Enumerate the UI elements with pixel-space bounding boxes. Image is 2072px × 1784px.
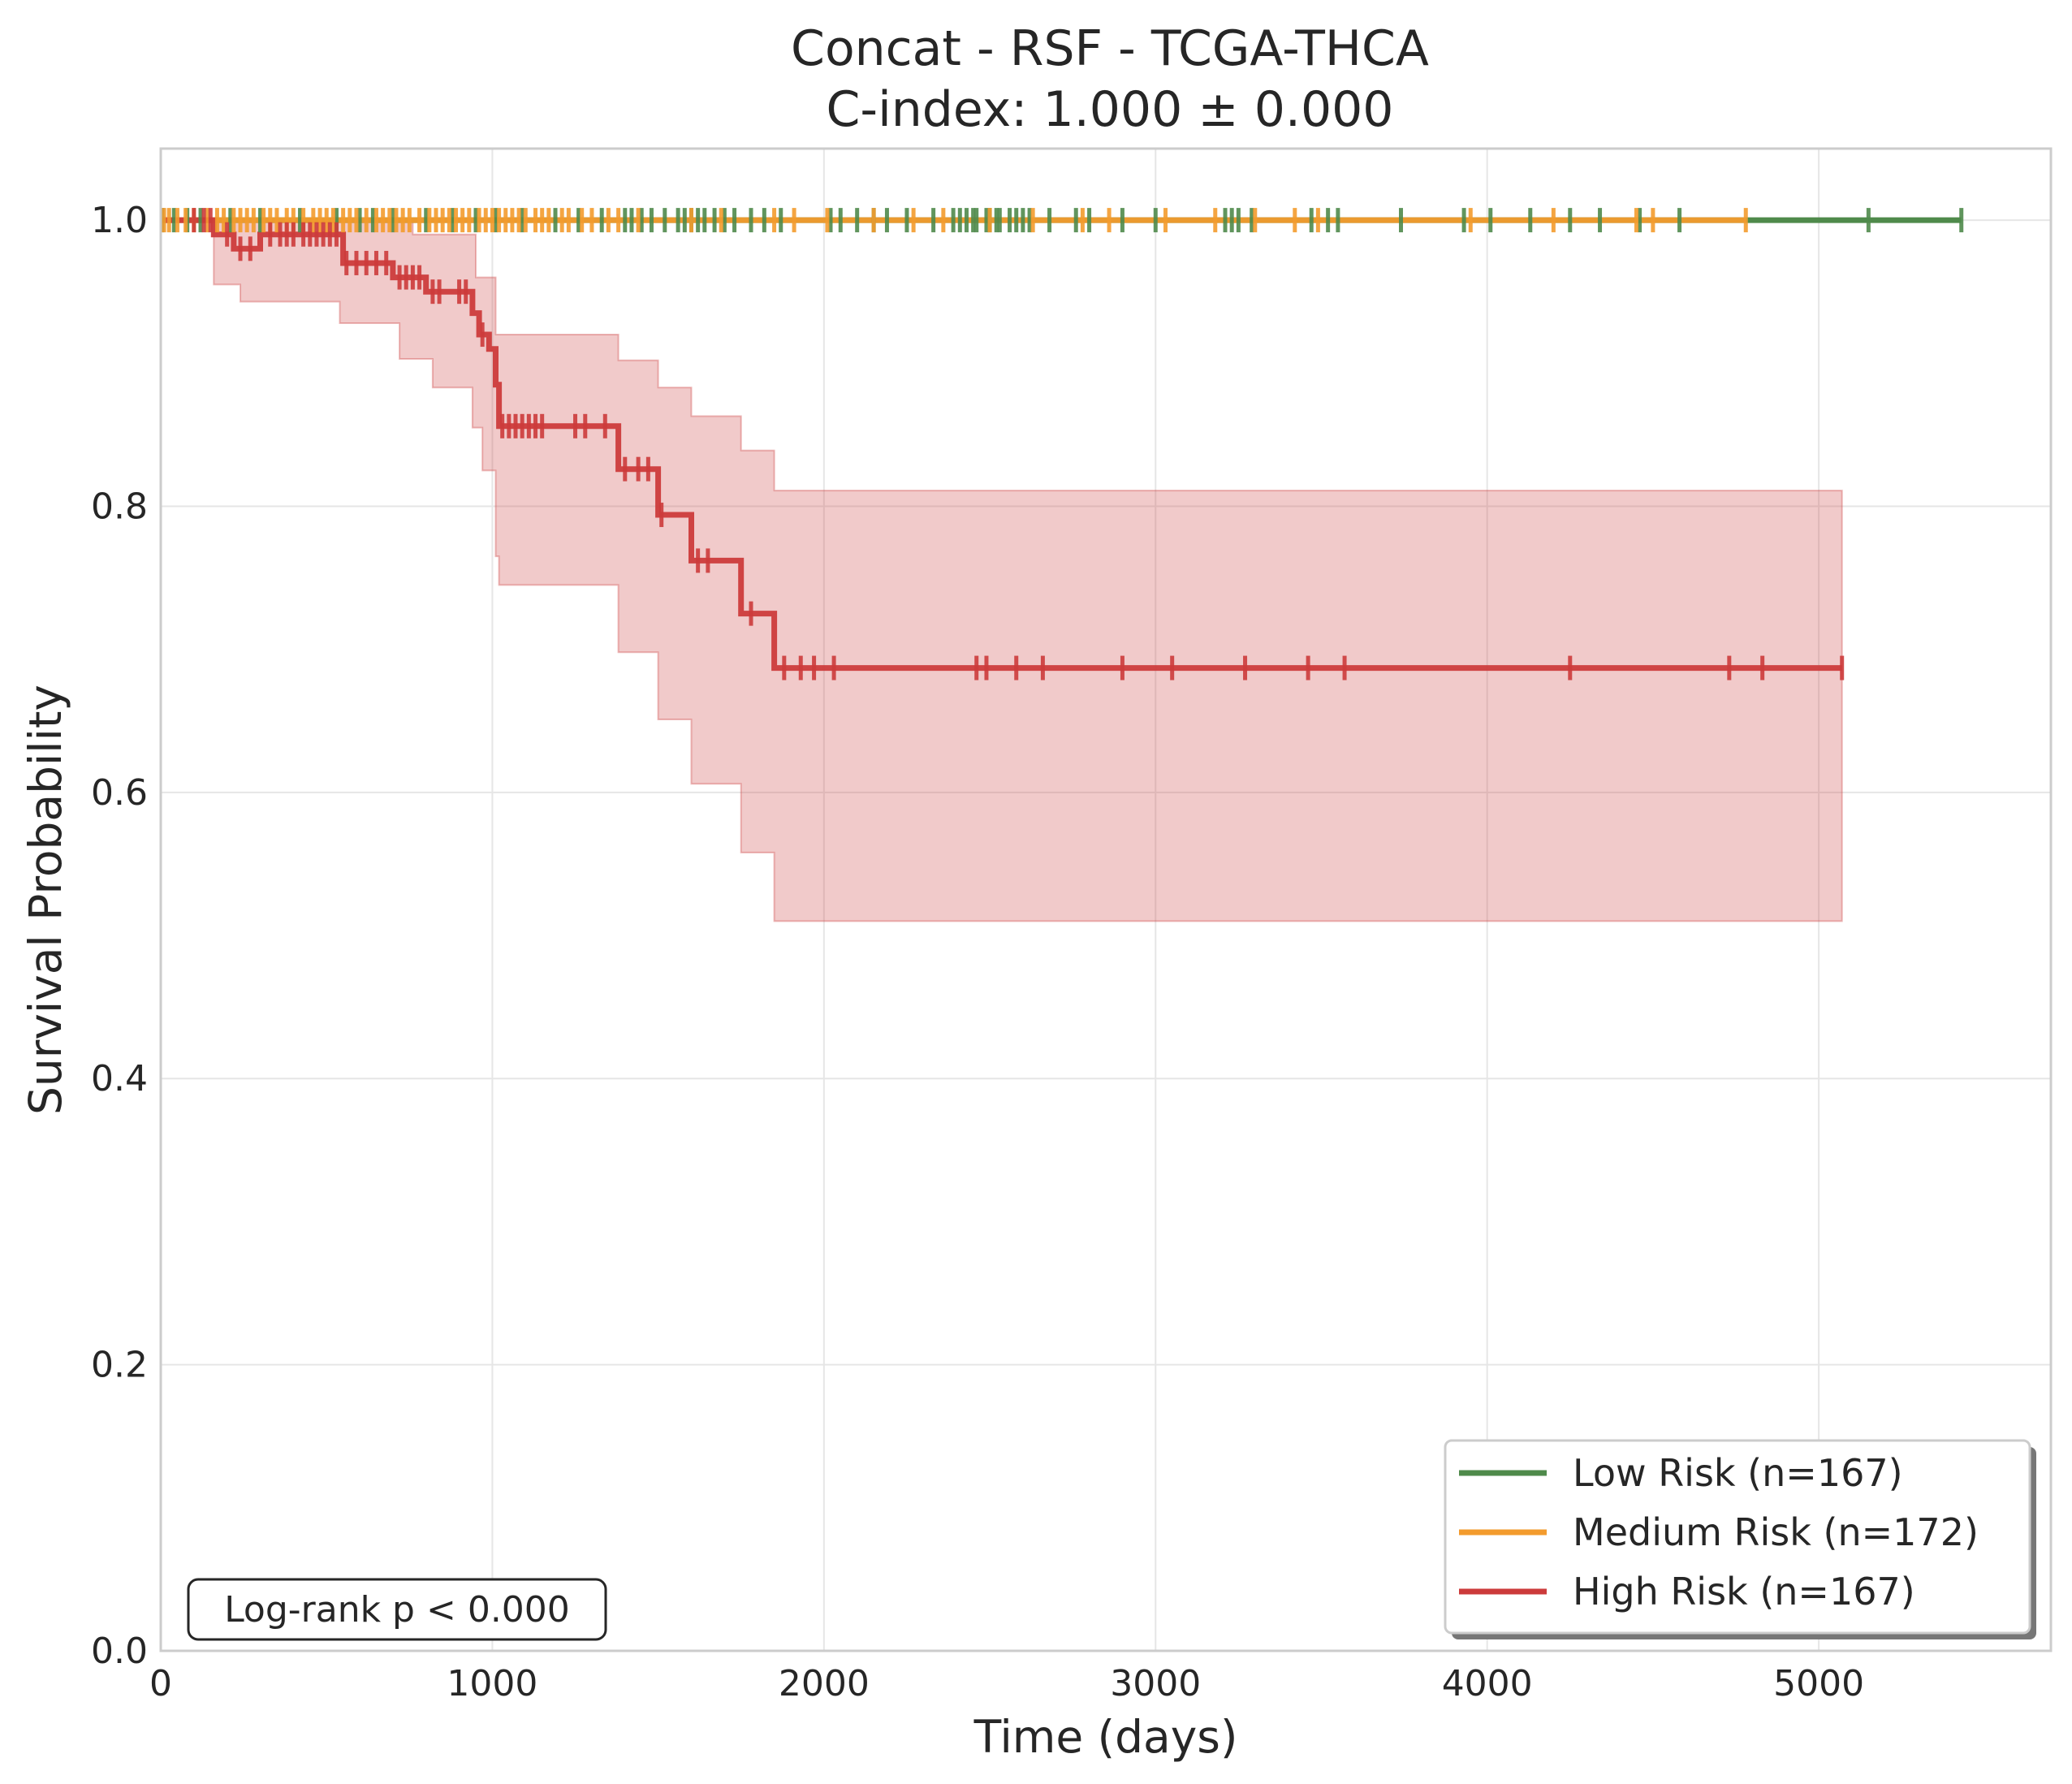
logrank-text: Log-rank p < 0.000 — [224, 1589, 570, 1631]
grid — [160, 149, 2051, 1652]
x-tick-label: 2000 — [779, 1663, 870, 1704]
y-tick-label: 0.8 — [91, 486, 148, 527]
y-tick-label: 1.0 — [91, 200, 148, 241]
legend-label: High Risk (n=167) — [1573, 1570, 1915, 1613]
y-axis-label: Survival Probability — [19, 685, 71, 1115]
legend: Low Risk (n=167) Medium Risk (n=172) High … — [1444, 1439, 2036, 1639]
y-tick-label: 0.4 — [91, 1058, 148, 1099]
y-tick-label: 0.2 — [91, 1345, 148, 1386]
legend-box — [1444, 1439, 2031, 1635]
legend-label: Low Risk (n=167) — [1573, 1451, 1903, 1495]
x-tick-label: 3000 — [1110, 1663, 1201, 1704]
censor-marks — [160, 208, 1964, 680]
x-tick-label: 5000 — [1773, 1663, 1864, 1704]
y-tick-label: 0.0 — [91, 1631, 148, 1672]
y-axis-ticks: 0.0 0.2 0.4 0.6 0.8 1.0 — [91, 200, 148, 1672]
x-axis-ticks: 0 1000 2000 3000 4000 5000 — [149, 1663, 1864, 1704]
x-axis-label: Time (days) — [973, 1711, 1238, 1763]
logrank-annotation: Log-rank p < 0.000 — [187, 1578, 607, 1641]
x-tick-label: 1000 — [447, 1663, 537, 1704]
confidence-band — [161, 219, 1843, 922]
legend-label: Medium Risk (n=172) — [1573, 1510, 1979, 1554]
chart-subtitle: C-index: 1.000 ± 0.000 — [827, 81, 1394, 138]
chart-title: Concat - RSF - TCGA-THCA — [791, 20, 1429, 77]
x-tick-label: 0 — [149, 1663, 172, 1704]
annotation-box — [187, 1578, 607, 1641]
y-tick-label: 0.6 — [91, 772, 148, 814]
plot-frame — [159, 147, 2053, 1652]
confidence-bands — [161, 219, 1843, 922]
x-tick-label: 4000 — [1442, 1663, 1533, 1704]
